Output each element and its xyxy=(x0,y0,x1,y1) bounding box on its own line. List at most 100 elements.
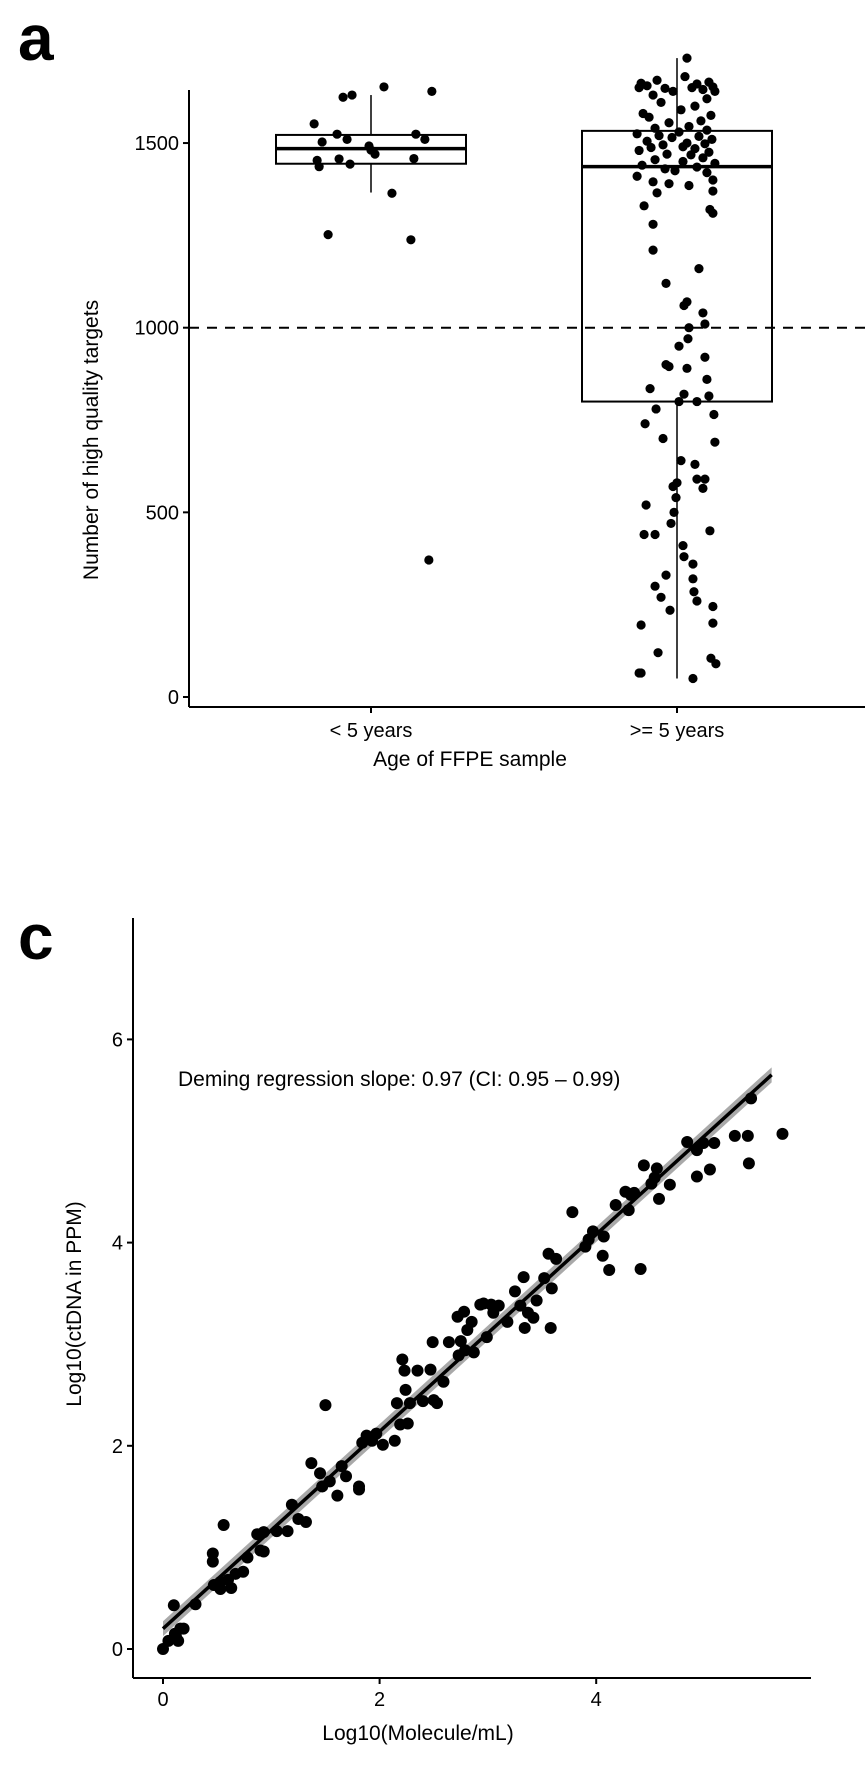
x-tick-label: 2 xyxy=(374,1689,385,1711)
panel-label-c: c xyxy=(18,901,54,973)
data-point xyxy=(658,140,668,150)
data-point xyxy=(661,570,671,580)
data-point xyxy=(644,112,654,122)
data-point xyxy=(690,459,700,469)
y-tick-label: 4 xyxy=(112,1233,123,1255)
y-axis-title: Number of high quality targets xyxy=(80,300,103,580)
data-point xyxy=(670,166,680,176)
data-point xyxy=(654,131,664,141)
data-point xyxy=(347,90,357,100)
data-point xyxy=(492,1299,505,1312)
data-point xyxy=(667,132,677,143)
data-point xyxy=(454,1335,467,1348)
data-point xyxy=(651,404,661,414)
data-point xyxy=(678,142,688,152)
box-lt5 xyxy=(275,95,467,193)
data-point xyxy=(648,219,658,229)
data-point xyxy=(696,116,706,126)
y-tick-label: 0 xyxy=(112,1639,123,1661)
data-point xyxy=(728,1129,741,1142)
box-ge5 xyxy=(581,58,773,679)
data-point xyxy=(411,1364,424,1377)
data-point xyxy=(458,1305,471,1318)
data-point xyxy=(662,149,672,159)
data-point xyxy=(698,84,708,95)
data-point xyxy=(660,83,670,93)
data-point xyxy=(650,155,660,165)
data-point xyxy=(741,1129,754,1142)
data-point xyxy=(641,500,651,510)
data-point xyxy=(708,618,718,628)
data-point xyxy=(319,1399,332,1412)
data-point xyxy=(684,121,694,132)
data-point xyxy=(597,1230,610,1243)
data-point xyxy=(648,90,658,100)
data-point xyxy=(708,208,718,218)
data-point xyxy=(700,474,710,484)
y-ticks: 0 500 1000 1500 xyxy=(135,133,189,709)
data-point xyxy=(698,483,708,493)
y-tick-label: 1500 xyxy=(135,133,180,155)
data-point xyxy=(309,119,319,129)
data-point xyxy=(442,1336,455,1349)
data-point xyxy=(663,1178,676,1191)
data-point xyxy=(401,1417,414,1430)
x-tick-label: >= 5 years xyxy=(630,720,725,742)
data-point xyxy=(603,1264,616,1277)
data-point xyxy=(652,188,662,198)
data-point xyxy=(430,1397,443,1410)
data-point xyxy=(698,308,708,318)
data-point xyxy=(664,179,674,189)
data-point xyxy=(517,1271,530,1284)
data-point xyxy=(687,83,697,93)
data-point xyxy=(684,180,694,191)
data-point xyxy=(690,1170,703,1183)
data-point xyxy=(427,86,437,96)
data-point xyxy=(653,648,663,658)
data-point xyxy=(692,596,702,606)
data-point xyxy=(399,1383,412,1396)
data-point xyxy=(640,419,650,429)
data-point xyxy=(550,1252,563,1265)
data-point xyxy=(684,323,694,333)
data-point xyxy=(390,1397,403,1410)
data-point xyxy=(650,1162,663,1175)
data-point xyxy=(704,147,714,157)
data-point xyxy=(237,1565,250,1578)
data-point xyxy=(206,1555,219,1568)
data-point xyxy=(676,456,686,466)
x-tick-label: 4 xyxy=(591,1689,602,1711)
x-ticks: < 5 years >= 5 years xyxy=(330,707,725,742)
data-point xyxy=(668,86,678,96)
box-iqr xyxy=(581,129,773,403)
x-ticks: 0 2 4 xyxy=(157,1678,602,1711)
data-point xyxy=(636,620,646,630)
data-point xyxy=(698,153,708,163)
data-point xyxy=(656,592,666,602)
data-point xyxy=(690,101,700,111)
data-point xyxy=(665,605,675,615)
data-point xyxy=(334,154,344,164)
data-point xyxy=(639,201,649,211)
data-point xyxy=(646,142,656,153)
data-point xyxy=(323,230,333,240)
data-point xyxy=(679,389,689,399)
data-point xyxy=(634,668,644,678)
data-point xyxy=(702,374,712,385)
y-tick-label: 6 xyxy=(112,1029,123,1051)
data-point xyxy=(678,540,688,551)
x-axis-title: Age of FFPE sample xyxy=(373,748,567,771)
data-point xyxy=(656,97,666,108)
data-point xyxy=(700,139,710,149)
data-point xyxy=(705,526,715,536)
data-point xyxy=(692,474,702,484)
point-layer xyxy=(309,53,721,684)
data-point xyxy=(709,409,719,420)
data-point xyxy=(680,71,690,82)
data-point xyxy=(167,1599,180,1612)
data-point xyxy=(420,134,430,144)
data-point xyxy=(658,433,668,444)
data-point xyxy=(704,391,714,401)
data-point xyxy=(688,559,698,569)
data-point xyxy=(707,134,717,144)
